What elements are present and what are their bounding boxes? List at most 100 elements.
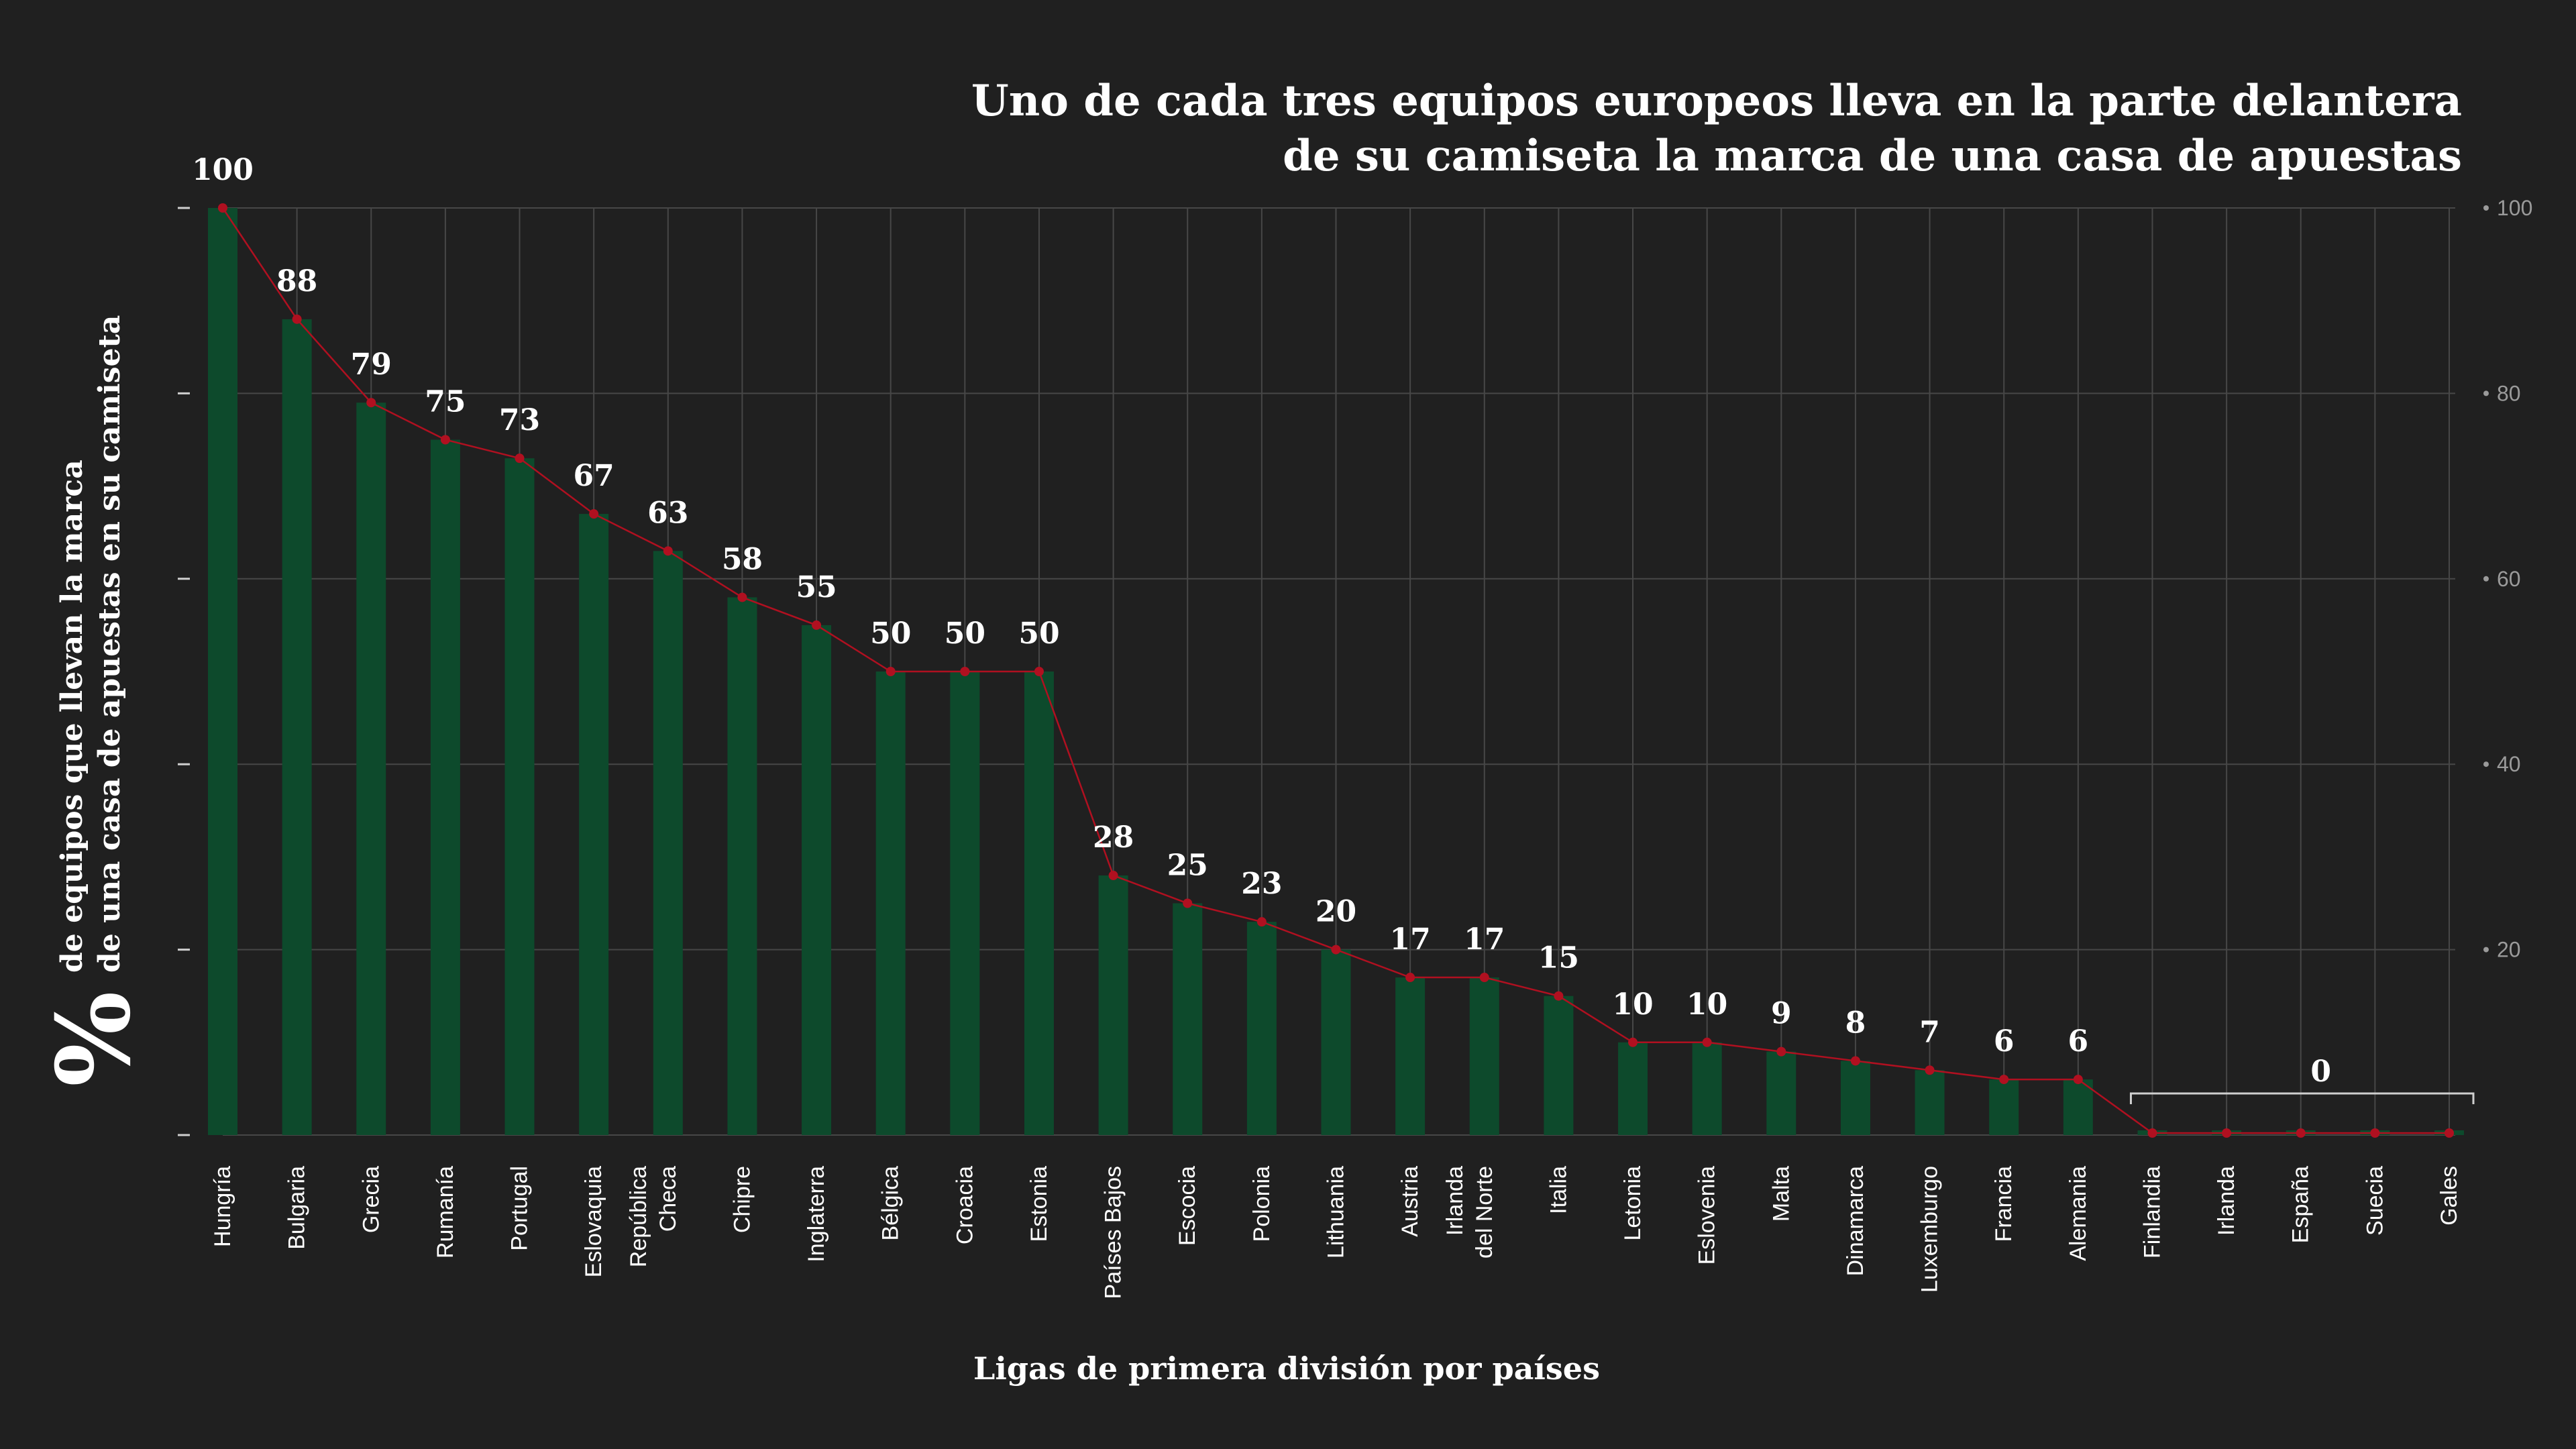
- category-label: Estonia: [1026, 1166, 1052, 1242]
- category-label: Inglaterra: [804, 1166, 829, 1263]
- category-label-line: del Norte: [1472, 1166, 1497, 1258]
- category-label: España: [2288, 1166, 2314, 1243]
- category-label: Alemania: [2065, 1166, 2091, 1261]
- bar: [579, 514, 609, 1135]
- category-label: Grecia: [358, 1166, 384, 1233]
- category-label-line: Croacia: [952, 1166, 977, 1244]
- category-label-line: Finlandia: [2139, 1166, 2165, 1258]
- category-label-line: Estonia: [1026, 1166, 1052, 1242]
- bar: [1766, 1051, 1796, 1135]
- right-tick-label: 80: [2497, 381, 2521, 405]
- category-label-line: Gales: [2436, 1166, 2462, 1226]
- data-point: [1702, 1037, 1712, 1047]
- data-point: [1850, 1056, 1860, 1066]
- data-point: [2370, 1128, 2380, 1138]
- value-label: 10: [1612, 987, 1653, 1022]
- value-label: 55: [796, 570, 837, 604]
- data-point: [1628, 1037, 1638, 1047]
- value-label: 9: [1771, 997, 1792, 1031]
- value-label: 73: [499, 403, 540, 437]
- data-point: [1108, 871, 1118, 881]
- category-label: Dinamarca: [1843, 1166, 1868, 1276]
- bar: [282, 319, 312, 1136]
- value-label: 50: [945, 616, 985, 651]
- category-label-line: Italia: [1546, 1166, 1571, 1214]
- data-point: [663, 546, 673, 556]
- category-label: Eslovenia: [1695, 1166, 1720, 1265]
- data-point: [960, 667, 970, 676]
- category-label-line: Lithuania: [1324, 1166, 1349, 1258]
- category-label-line: Bélgica: [878, 1166, 904, 1241]
- category-label-line: Eslovaquia: [581, 1166, 606, 1277]
- zero-group: 0: [2129, 1055, 2475, 1104]
- data-point: [1925, 1065, 1935, 1075]
- category-label: República Checa: [626, 1166, 681, 1267]
- category-label: Polonia: [1249, 1166, 1275, 1242]
- right-tick-dot: [2483, 761, 2489, 767]
- category-label: Países Bajos: [1101, 1166, 1126, 1299]
- bar: [1840, 1061, 1870, 1135]
- bar: [1173, 903, 1203, 1135]
- chart-title: Uno de cada tres equipos europeos lleva …: [971, 76, 2462, 181]
- category-label-line: Luxemburgo: [1917, 1166, 1943, 1293]
- data-point: [812, 620, 822, 630]
- category-label: Bulgaria: [284, 1166, 310, 1250]
- x-axis-label: Ligas de primera división por países: [973, 1350, 1600, 1387]
- value-label: 7: [1919, 1015, 1940, 1049]
- bar: [1618, 1042, 1648, 1135]
- value-label: 58: [722, 542, 763, 576]
- category-label: Italia: [1546, 1166, 1571, 1214]
- bar: [1469, 977, 1499, 1135]
- bar: [950, 672, 980, 1135]
- category-label: Austria: [1397, 1166, 1423, 1237]
- category-label-line: República: [626, 1166, 651, 1267]
- y-axis-label: % de equipos que llevan la marca de una …: [35, 315, 153, 1087]
- value-label: 100: [192, 153, 254, 187]
- category-label: Rumanía: [433, 1166, 458, 1258]
- category-label: Francia: [1991, 1166, 2017, 1242]
- category-label: Chipre: [729, 1166, 755, 1233]
- data-point: [2073, 1075, 2083, 1085]
- category-label-line: Escocia: [1175, 1166, 1200, 1246]
- data-point: [515, 453, 525, 464]
- value-label: 75: [425, 385, 466, 419]
- value-label: 8: [1845, 1006, 1866, 1040]
- bar: [2063, 1079, 2093, 1135]
- right-tick-label: 60: [2497, 567, 2521, 591]
- bar: [1915, 1070, 1945, 1135]
- category-label-line: Francia: [1991, 1166, 2017, 1242]
- bar: [1246, 922, 1277, 1135]
- bar: [1024, 672, 1054, 1135]
- category-label-line: Austria: [1397, 1166, 1423, 1237]
- category-label: Bélgica: [878, 1166, 904, 1241]
- chart-title-line-1: Uno de cada tres equipos europeos lleva …: [971, 76, 2462, 126]
- category-label-line: Hungría: [210, 1166, 235, 1247]
- data-point: [2222, 1128, 2232, 1138]
- value-label: 28: [1093, 820, 1134, 855]
- category-label: Gales: [2436, 1166, 2462, 1226]
- category-label-line: Bulgaria: [284, 1166, 310, 1250]
- value-label: 6: [1994, 1024, 2015, 1059]
- value-label: 67: [574, 459, 614, 493]
- category-label-line: Alemania: [2065, 1166, 2091, 1261]
- category-label-line: Rumanía: [433, 1166, 458, 1258]
- bars: [208, 208, 2464, 1136]
- data-point: [737, 592, 747, 602]
- category-label-line: Letonia: [1620, 1166, 1646, 1241]
- category-label: Suecia: [2362, 1166, 2387, 1236]
- data-point: [218, 203, 227, 213]
- data-point: [2147, 1128, 2157, 1138]
- value-label: 20: [1316, 895, 1356, 929]
- data-point: [589, 509, 599, 519]
- category-label-line: Países Bajos: [1101, 1166, 1126, 1299]
- category-label: Eslovaquia: [581, 1166, 606, 1277]
- category-labels: Hungría Bulgaria Grecia Rumanía Portugal Eslo…: [210, 1166, 2462, 1299]
- data-point: [1554, 991, 1564, 1001]
- category-label: Escocia: [1175, 1166, 1200, 1246]
- bar: [356, 402, 386, 1135]
- category-label-line: Malta: [1768, 1166, 1794, 1222]
- bar: [875, 672, 906, 1135]
- bar: [1321, 949, 1351, 1135]
